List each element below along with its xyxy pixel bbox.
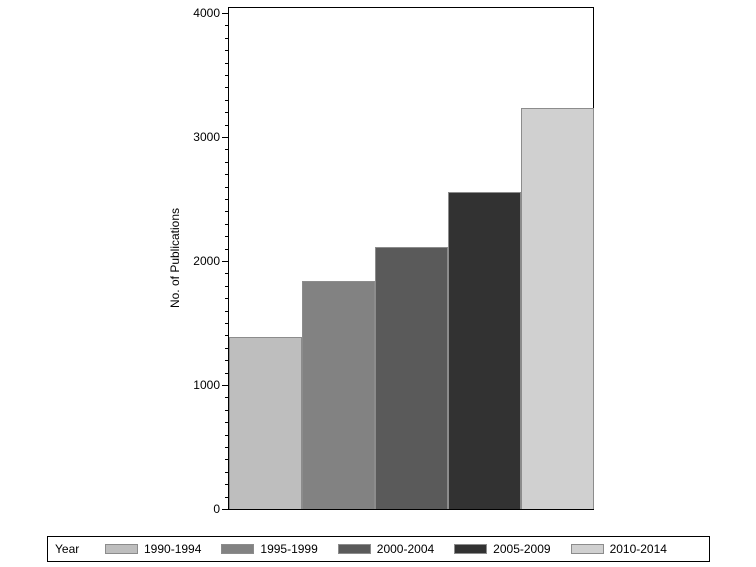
minor-tick <box>225 447 228 448</box>
minor-tick <box>225 162 228 163</box>
minor-tick <box>225 224 228 225</box>
minor-tick <box>225 459 228 460</box>
minor-tick <box>225 335 228 336</box>
legend-item: 2005-2009 <box>454 542 551 556</box>
y-tick-label: 4000 <box>193 6 220 20</box>
minor-tick <box>225 373 228 374</box>
minor-tick <box>225 75 228 76</box>
minor-tick <box>225 112 228 113</box>
minor-tick <box>225 410 228 411</box>
legend-swatch <box>570 544 604 554</box>
minor-tick <box>225 323 228 324</box>
minor-tick <box>225 484 228 485</box>
legend-swatch <box>337 544 371 554</box>
minor-tick <box>225 397 228 398</box>
bar-2010-2014 <box>521 108 594 509</box>
y-tick-label: 2000 <box>193 254 220 268</box>
y-axis <box>228 7 229 510</box>
legend-swatch <box>221 544 255 554</box>
minor-tick <box>225 249 228 250</box>
bar-1995-1999 <box>302 280 375 509</box>
minor-tick <box>225 50 228 51</box>
y-tick-label: 0 <box>213 502 220 516</box>
legend-item: 2010-2014 <box>570 542 667 556</box>
legend-label: 2010-2014 <box>609 542 667 556</box>
minor-tick <box>225 472 228 473</box>
major-tick <box>222 137 228 138</box>
legend-swatch <box>105 544 138 554</box>
minor-tick <box>225 286 228 287</box>
major-tick <box>222 13 228 14</box>
minor-tick <box>225 435 228 436</box>
legend-label: 1995-1999 <box>260 542 318 556</box>
minor-tick <box>225 211 228 212</box>
y-axis-label: No. of Publications <box>168 207 182 309</box>
legend-swatch <box>454 544 488 554</box>
bar-2005-2009 <box>448 191 521 509</box>
minor-tick <box>225 25 228 26</box>
legend-title: Year <box>55 542 80 556</box>
legend-item: 2000-2004 <box>337 542 435 556</box>
major-tick <box>222 385 228 386</box>
minor-tick <box>225 273 228 274</box>
minor-tick <box>225 38 228 39</box>
minor-tick <box>225 348 228 349</box>
minor-tick <box>225 236 228 237</box>
minor-tick <box>225 311 228 312</box>
y-tick-label: 1000 <box>193 378 220 392</box>
minor-tick <box>225 422 228 423</box>
minor-tick <box>225 497 228 498</box>
minor-tick <box>225 149 228 150</box>
legend-label: 2005-2009 <box>493 542 551 556</box>
legend-item: 1995-1999 <box>221 542 318 556</box>
bar-1990-1994 <box>229 336 302 509</box>
y-tick-label: 3000 <box>193 130 220 144</box>
legend: Year 1990-1994 1995-1999 2000-2004 2005-… <box>47 536 710 562</box>
x-axis <box>228 509 594 510</box>
minor-tick <box>225 63 228 64</box>
minor-tick <box>225 100 228 101</box>
bar-2000-2004 <box>375 247 448 509</box>
minor-tick <box>225 298 228 299</box>
major-tick <box>222 509 228 510</box>
legend-label: 2000-2004 <box>376 542 435 556</box>
minor-tick <box>225 87 228 88</box>
minor-tick <box>225 125 228 126</box>
minor-tick <box>225 360 228 361</box>
legend-label: 1990-1994 <box>144 542 202 556</box>
minor-tick <box>225 199 228 200</box>
legend-item: 1990-1994 <box>105 542 201 556</box>
minor-tick <box>225 187 228 188</box>
major-tick <box>222 261 228 262</box>
minor-tick <box>225 174 228 175</box>
